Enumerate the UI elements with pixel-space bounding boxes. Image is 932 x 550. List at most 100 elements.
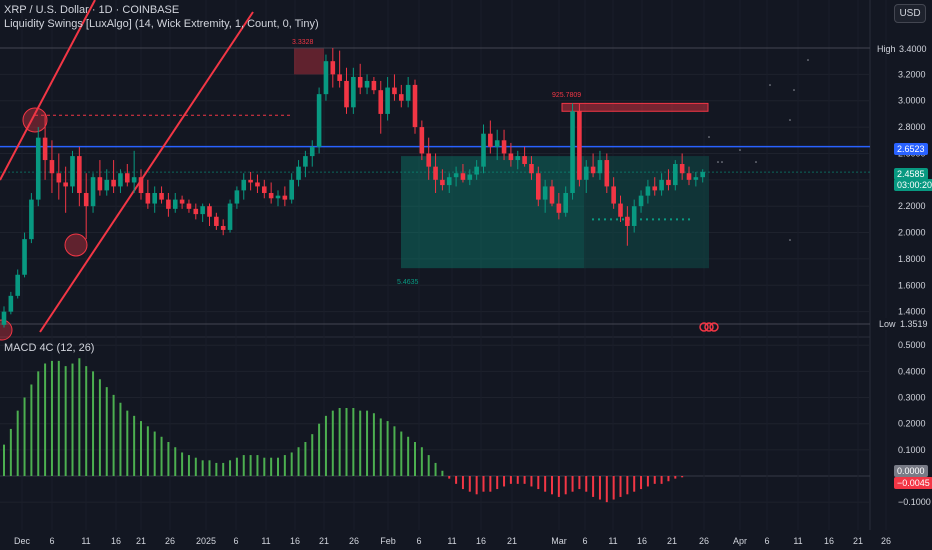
candle-body [460, 173, 466, 180]
candle-body [152, 193, 157, 204]
projection-dot [739, 149, 741, 151]
candle-body [440, 179, 445, 186]
candle-body [214, 216, 219, 226]
candle-body [303, 156, 308, 167]
candle-body [536, 173, 541, 200]
time-tick-label: 16 [476, 536, 486, 546]
candle-body [330, 61, 336, 75]
candle-body [611, 186, 616, 204]
time-tick-label: 26 [881, 536, 891, 546]
macd-tick-label: 0.3000 [898, 393, 926, 403]
candle-body [145, 193, 151, 204]
price-tick-label: 1.8000 [898, 254, 926, 264]
candle-body [159, 193, 164, 200]
candle-body [563, 193, 568, 213]
low-label: Low [876, 318, 899, 330]
trend-line-lower [39, 11, 254, 333]
candle-body [659, 179, 664, 191]
indicator-title[interactable]: Liquidity Swings [LuxAlgo] (14, Wick Ext… [4, 18, 319, 30]
candle-body [8, 295, 14, 312]
candle-body [166, 199, 171, 209]
candle-body [652, 186, 658, 191]
price-tick-label: 3.2000 [898, 69, 926, 79]
candle-body [186, 203, 192, 209]
candle-body [83, 193, 89, 207]
candle-body [323, 61, 329, 95]
candle-body [227, 203, 233, 230]
candle-body [296, 166, 301, 180]
candle-body [481, 133, 486, 167]
liquidity-zone-red-1 [294, 48, 324, 75]
time-tick-label: 2025 [196, 536, 216, 546]
candle-body [255, 182, 260, 187]
time-tick-label: 16 [111, 536, 121, 546]
candle-body [508, 153, 514, 161]
candle-body [29, 199, 34, 240]
candle-body [15, 274, 20, 296]
currency-button[interactable]: USD [894, 4, 926, 23]
price-tick-label: 2.2000 [898, 201, 926, 211]
candle-body [56, 173, 62, 183]
candle-body [125, 173, 130, 183]
candle-body [399, 94, 404, 101]
time-tick-label: 21 [853, 536, 863, 546]
candle-body [179, 199, 185, 204]
macd-tick-label: 0.1000 [898, 445, 926, 455]
swing-high-label-2: 925.7809 [552, 92, 582, 99]
candle-body [1, 311, 7, 325]
candle-body [488, 133, 493, 147]
candle-body [131, 177, 137, 183]
candle-body [433, 166, 438, 180]
countdown-tag: 03:00:20 [894, 179, 932, 191]
symbol-title[interactable]: XRP / U.S. Dollar · 1D · COINBASE [4, 4, 180, 16]
projection-dot [789, 119, 791, 121]
projection-dot [769, 84, 771, 86]
candle-body [337, 74, 342, 81]
candle-body [111, 179, 116, 187]
macd-title[interactable]: MACD 4C (12, 26) [4, 342, 95, 354]
time-tick-label: 16 [824, 536, 834, 546]
candle-body [371, 80, 377, 91]
candle-body [77, 156, 82, 194]
time-tick-label: Mar [551, 536, 567, 546]
event-marker [709, 322, 719, 332]
candle-body [474, 166, 479, 175]
macd-zero-tag: 0.0000 [894, 465, 928, 477]
high-label: High [874, 43, 899, 55]
candle-body [515, 156, 521, 161]
time-tick-label: 6 [49, 536, 54, 546]
candle-body [556, 203, 562, 213]
time-tick-label: Apr [733, 536, 747, 546]
candle-body [351, 77, 356, 108]
time-tick-label: 6 [416, 536, 421, 546]
candle-body [262, 186, 267, 194]
candle-body [385, 87, 390, 114]
candle-body [282, 195, 288, 200]
swing-marker-2 [64, 233, 88, 257]
candle-body [357, 77, 363, 88]
candle-body [90, 177, 96, 207]
candle-body [392, 87, 397, 95]
macd-tick-label: 0.5000 [898, 340, 926, 350]
projection-dot [789, 239, 791, 241]
candle-body [501, 140, 507, 154]
time-tick-label: 26 [699, 536, 709, 546]
time-tick-label: 26 [349, 536, 359, 546]
candle-body [35, 137, 41, 200]
candle-body [241, 179, 247, 191]
time-tick-label: 11 [447, 536, 456, 546]
candle-body [344, 80, 349, 108]
candle-body [364, 80, 370, 88]
candle-body [577, 111, 582, 180]
candle-body [412, 84, 418, 128]
price-tick-label: 2.0000 [898, 228, 926, 238]
candle-body [604, 160, 610, 187]
price-tick-label: 2.8000 [898, 122, 926, 132]
time-tick-label: 6 [582, 536, 587, 546]
swing-high-label-1: 3.3328 [292, 39, 314, 46]
time-tick-label: 21 [667, 536, 677, 546]
candle-body [494, 140, 500, 147]
low-value: 1.3519 [897, 318, 931, 330]
